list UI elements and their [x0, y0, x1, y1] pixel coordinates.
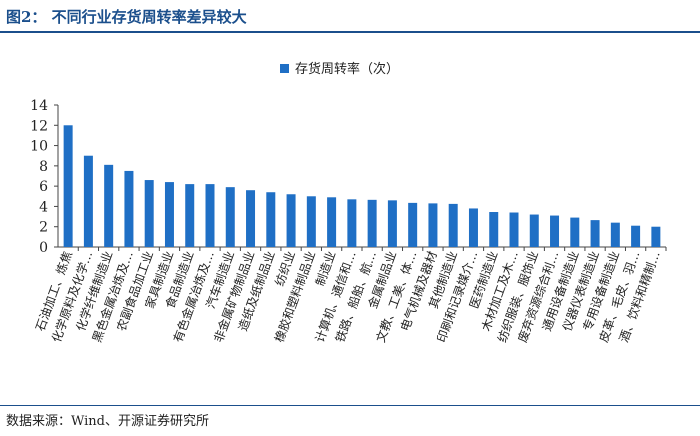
- source-note: 数据来源：Wind、开源证券研究所: [6, 414, 209, 429]
- bar: [164, 182, 174, 247]
- y-tick-label: 14: [30, 98, 48, 114]
- bar: [610, 222, 620, 247]
- bar: [104, 164, 114, 247]
- bar: [83, 155, 93, 247]
- y-tick-label: 12: [30, 118, 48, 134]
- bar: [590, 220, 600, 247]
- bar: [570, 217, 580, 247]
- y-tick-label: 8: [39, 159, 48, 175]
- y-tick-label: 2: [39, 220, 48, 236]
- bar: [286, 194, 296, 247]
- y-tick-label: 4: [39, 199, 48, 215]
- bar: [428, 203, 438, 247]
- bar: [550, 215, 560, 247]
- category-label: 橡胶和塑料制品业: [271, 249, 318, 344]
- legend-swatch: [280, 64, 289, 73]
- bar: [509, 212, 519, 247]
- figure-title: 图2： 不同行业存货周转率差异较大: [6, 8, 247, 26]
- bar: [225, 187, 235, 247]
- bar: [651, 226, 661, 247]
- bar: [347, 199, 357, 247]
- bar: [246, 190, 256, 247]
- bar: [327, 197, 337, 247]
- bar: [631, 225, 641, 247]
- title-rule: [0, 31, 700, 33]
- y-tick-label: 0: [39, 240, 48, 256]
- bar: [205, 184, 215, 247]
- bar: [266, 192, 276, 247]
- bar: [408, 202, 418, 247]
- bar: [63, 125, 73, 247]
- bar: [448, 203, 458, 247]
- bar: [489, 212, 499, 247]
- bar: [468, 208, 478, 247]
- legend-label: 存货周转率（次）: [295, 61, 399, 77]
- bar: [367, 199, 377, 247]
- bar: [144, 180, 154, 247]
- y-tick-label: 6: [39, 179, 48, 195]
- bar: [529, 214, 539, 247]
- bottom-rule: [0, 405, 700, 406]
- bar: [306, 196, 316, 247]
- bar: [387, 200, 397, 247]
- bar: [124, 170, 134, 247]
- bar: [185, 184, 195, 247]
- bar-chart: 存货周转率（次）02468101214石油加工、炼焦化学原料及化学…化学纤维制造…: [30, 61, 667, 344]
- y-tick-label: 10: [30, 139, 48, 155]
